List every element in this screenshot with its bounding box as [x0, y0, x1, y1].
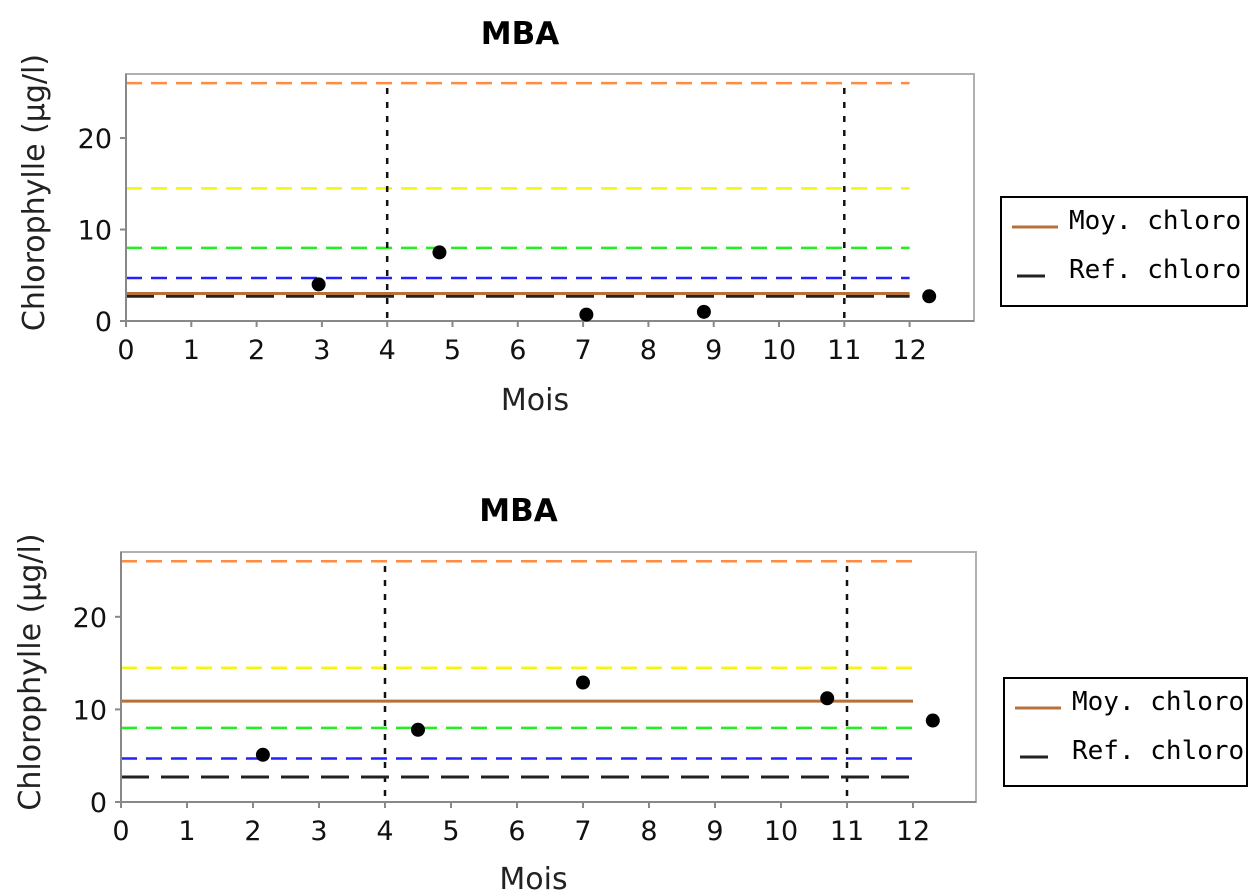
y-tick-label: 20: [78, 124, 112, 155]
legend-item-moy-chloro-label: Moy. chloro: [1072, 687, 1244, 717]
x-tick-label: 12: [892, 335, 926, 366]
x-tick-label: 12: [896, 816, 930, 847]
y-tick-label: 10: [78, 216, 112, 247]
x-tick-label: 5: [442, 816, 459, 847]
data-point: [432, 245, 447, 260]
data-point: [411, 722, 425, 737]
legend-box: [1000, 196, 1248, 307]
data-point: [255, 747, 270, 762]
x-tick-label: 8: [640, 816, 657, 847]
data-point: [820, 691, 835, 706]
chart-title: MBA: [481, 16, 559, 52]
legend-item-moy-chloro-label: Moy. chloro: [1069, 206, 1241, 236]
x-tick-label: 1: [178, 816, 195, 847]
y-tick-label: 0: [90, 788, 107, 819]
y-tick-label: 0: [95, 307, 112, 338]
data-point: [576, 675, 590, 690]
x-tick-label: 6: [509, 335, 526, 366]
x-tick-label: 6: [508, 816, 525, 847]
x-tick-label: 10: [764, 816, 798, 847]
x-tick-label: 0: [117, 335, 134, 366]
data-point: [579, 307, 594, 322]
data-point: [922, 289, 937, 304]
x-tick-label: 3: [313, 335, 330, 366]
x-tick-label: 1: [183, 335, 200, 366]
legend-item-ref-chloro-label: Ref. chloro: [1069, 255, 1241, 285]
legend: Moy. chloro Ref. chloro: [1003, 677, 1248, 787]
x-tick-label: 10: [762, 335, 796, 366]
x-tick-label: 3: [310, 816, 327, 847]
x-axis-label: Mois: [499, 862, 567, 894]
y-axis-label: Chlorophylle (µg/l): [13, 533, 48, 810]
legend-box: [1003, 677, 1248, 787]
x-tick-label: 0: [112, 816, 129, 847]
x-tick-label: 8: [640, 335, 657, 366]
x-tick-label: 5: [444, 335, 461, 366]
legend-item-ref-chloro-label: Ref. chloro: [1072, 736, 1244, 766]
x-tick-label: 4: [376, 816, 393, 847]
x-tick-label: 11: [830, 816, 864, 847]
chart-title: MBA: [479, 493, 557, 529]
y-axis-label: Chlorophylle (µg/l): [17, 54, 52, 331]
x-tick-label: 7: [575, 335, 592, 366]
x-tick-label: 2: [248, 335, 265, 366]
x-tick-label: 2: [244, 816, 261, 847]
legend: Moy. chloro Ref. chloro: [1000, 196, 1248, 307]
data-point: [696, 304, 711, 319]
x-axis-label: Mois: [501, 383, 569, 418]
y-tick-label: 20: [73, 603, 107, 634]
x-tick-label: 4: [379, 335, 396, 366]
x-tick-label: 9: [705, 335, 722, 366]
x-tick-label: 11: [827, 335, 861, 366]
data-point: [311, 277, 326, 292]
x-tick-label: 7: [574, 816, 591, 847]
x-tick-label: 9: [706, 816, 723, 847]
plot-area-frame: [125, 73, 975, 322]
data-point: [925, 713, 940, 728]
y-tick-label: 10: [73, 695, 107, 726]
